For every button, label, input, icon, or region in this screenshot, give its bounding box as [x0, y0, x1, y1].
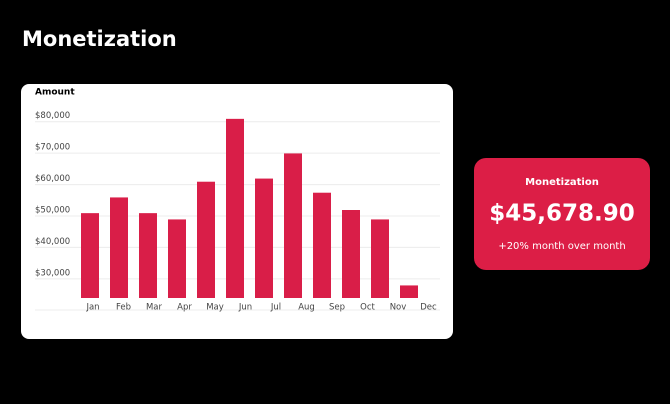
- bar: [284, 153, 302, 298]
- bar: [313, 192, 331, 298]
- x-tick-label: Feb: [116, 303, 131, 313]
- stat-card: [474, 158, 650, 270]
- y-tick-label: $30,000: [35, 268, 70, 278]
- y-tick-label: $60,000: [35, 174, 70, 184]
- bar: [197, 181, 215, 298]
- x-tick-label: May: [206, 303, 224, 313]
- y-tick-label: $70,000: [35, 143, 70, 153]
- bar: [139, 213, 157, 298]
- x-tick-label: Jul: [270, 303, 281, 313]
- x-tick-label: Dec: [420, 303, 437, 313]
- x-tick-label: Aug: [298, 303, 315, 313]
- x-tick-label: Oct: [360, 303, 375, 313]
- x-tick-label: Jun: [238, 303, 252, 313]
- bar: [255, 178, 273, 298]
- x-tick-label: Sep: [329, 303, 345, 313]
- stat-title: Monetization: [525, 177, 599, 188]
- page-title: Monetization: [22, 27, 177, 51]
- stat-note: +20% month over month: [498, 241, 625, 252]
- bar: [168, 219, 186, 298]
- x-tick-label: Mar: [146, 303, 163, 313]
- x-tick-label: Apr: [177, 303, 192, 313]
- y-tick-label: $50,000: [35, 206, 70, 216]
- stat-value: $45,678.90: [489, 201, 635, 227]
- bar: [81, 213, 99, 298]
- x-tick-label: Jan: [85, 303, 99, 313]
- y-axis-label: Amount: [35, 88, 75, 98]
- bar: [400, 285, 418, 298]
- y-tick-label: $80,000: [35, 111, 70, 121]
- y-tick-label: $40,000: [35, 237, 70, 247]
- bar: [342, 210, 360, 298]
- x-tick-label: Nov: [390, 303, 407, 313]
- bar: [226, 118, 244, 298]
- bar: [371, 219, 389, 298]
- bar: [110, 197, 128, 298]
- plot: $30,000 $40,000 $50,000 $60,000 $70,000 $80,0…: [35, 111, 440, 313]
